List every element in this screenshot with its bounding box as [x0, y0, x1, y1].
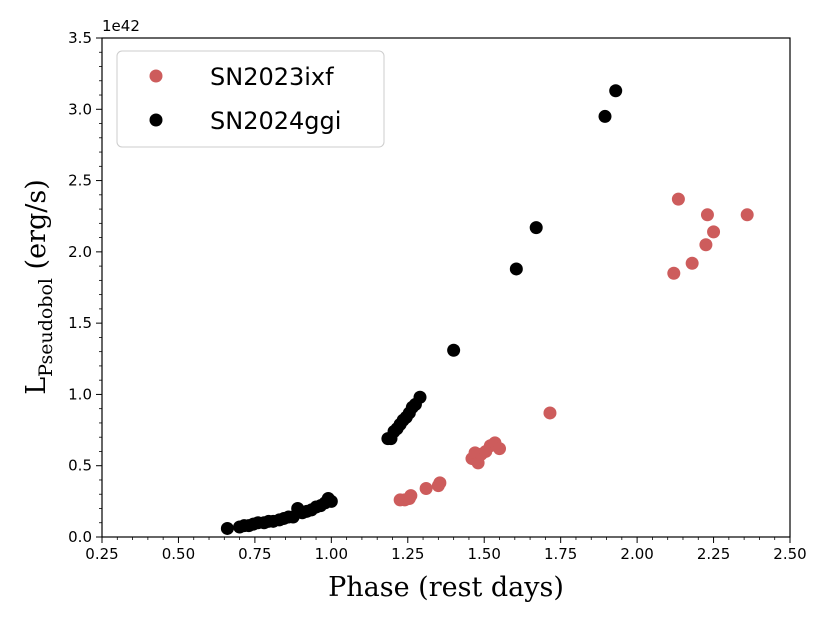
data-point — [667, 266, 681, 280]
data-point — [324, 494, 338, 508]
data-point — [707, 225, 721, 239]
y-tick-label: 0.0 — [68, 528, 92, 546]
data-point — [543, 406, 557, 420]
data-point — [433, 476, 447, 490]
y-axis-label-sub: Pseudobol — [35, 278, 57, 377]
x-axis-label: Phase (rest days) — [328, 572, 564, 603]
x-tick-label: 0.25 — [85, 545, 118, 563]
y-axis-label-main: L — [21, 377, 52, 395]
y-tick-label: 3.0 — [68, 100, 92, 118]
x-tick-label: 1.00 — [315, 545, 348, 563]
x-tick-label: 1.50 — [468, 545, 501, 563]
data-point — [419, 482, 433, 496]
y-tick-label: 1.0 — [68, 385, 92, 403]
legend-label-sn2023ixf: SN2023ixf — [210, 63, 334, 91]
data-point — [404, 489, 418, 503]
x-tick-label: 1.25 — [391, 545, 424, 563]
series-sn2023ixf — [393, 192, 754, 507]
y-axis-label-unit: (erg/s) — [21, 179, 52, 278]
points-layer — [220, 84, 754, 535]
data-point — [509, 262, 523, 276]
data-point — [529, 221, 543, 235]
x-tick-label: 0.75 — [238, 545, 271, 563]
data-point — [671, 192, 685, 206]
data-point — [685, 256, 699, 270]
x-tick-label: 2.25 — [697, 545, 730, 563]
data-point — [220, 521, 234, 535]
data-point — [699, 238, 713, 252]
ticks-layer: 0.25 0.50 0.75 1.00 1.25 1.50 1.75 2.00 2.25 2.50… — [68, 29, 807, 563]
legend-frame — [116, 50, 385, 148]
y-tick-label: 1.5 — [68, 314, 92, 332]
y-offset-label: 1e42 — [102, 17, 140, 35]
data-point — [493, 442, 507, 456]
data-point — [740, 208, 754, 222]
plot-frame — [101, 37, 791, 538]
data-point — [413, 390, 427, 404]
legend-label-sn2024ggi: SN2024ggi — [210, 107, 341, 135]
x-tick-label: 0.50 — [162, 545, 195, 563]
y-tick-label: 2.5 — [68, 172, 92, 190]
x-tick-label: 2.50 — [773, 545, 806, 563]
y-tick-label: 3.5 — [68, 29, 92, 47]
data-point — [598, 109, 612, 123]
y-axis-label: LPseudobol (erg/s) — [21, 179, 57, 395]
data-point — [609, 84, 623, 98]
data-point — [700, 208, 714, 222]
y-tick-label: 2.0 — [68, 243, 92, 261]
legend-marker-sn2023ixf — [149, 69, 163, 83]
x-tick-label: 1.75 — [544, 545, 577, 563]
legend: SN2023ixf SN2024ggi — [116, 50, 385, 148]
x-tick-label: 2.00 — [620, 545, 653, 563]
legend-marker-sn2024ggi — [149, 113, 163, 127]
series-sn2024ggi — [220, 84, 623, 535]
y-tick-label: 0.5 — [68, 457, 92, 475]
data-point — [447, 343, 461, 357]
